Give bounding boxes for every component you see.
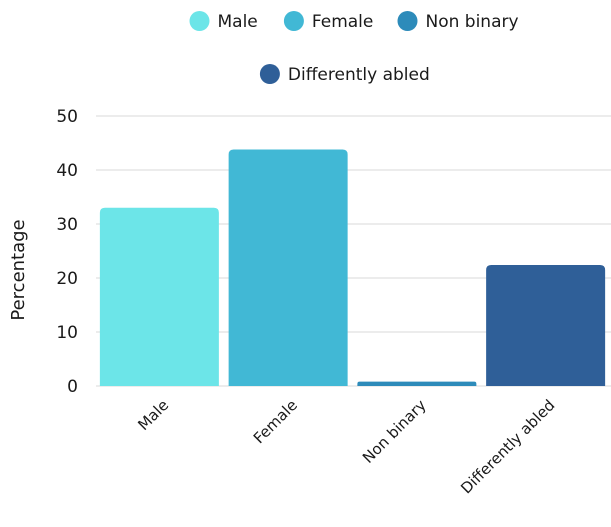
legend-swatch	[283, 11, 304, 31]
y-axis-ticks: 0 10 20 30 40 50	[56, 107, 78, 397]
y-tick-label: 30	[56, 215, 78, 235]
x-label-male: Male	[134, 396, 172, 434]
x-label-non-binary: Non binary	[359, 396, 430, 467]
legend-label: Non binary	[426, 12, 519, 32]
x-label-female: Female	[250, 396, 301, 447]
legend-item-non-binary: Non binary	[397, 11, 519, 32]
bar-differently-abled	[486, 265, 606, 386]
bar-female	[228, 149, 348, 386]
legend-item-differently-abled: Differently abled	[259, 64, 430, 85]
y-tick-label: 10	[56, 323, 78, 343]
x-label-differently-abled: Differently abled	[457, 396, 558, 497]
y-tick-label: 50	[56, 107, 78, 127]
bar-non-binary	[357, 381, 477, 386]
chart-bars	[99, 149, 606, 386]
legend-label: Male	[218, 12, 258, 32]
y-tick-label: 0	[67, 377, 78, 397]
y-axis-title: Percentage	[8, 219, 29, 320]
x-axis-labels: Male Female Non binary Differently abled	[134, 396, 558, 497]
legend-label: Female	[312, 12, 373, 32]
legend-swatch	[189, 11, 210, 31]
legend-label: Differently abled	[288, 65, 430, 85]
bar-male	[99, 207, 219, 386]
y-tick-label: 40	[56, 161, 78, 181]
legend-swatch	[259, 64, 280, 84]
legend-item-male: Male	[189, 11, 258, 32]
legend-swatch	[397, 11, 418, 31]
chart-legend: Male Female Non binary Differently abled	[189, 11, 519, 85]
y-tick-label: 20	[56, 269, 78, 289]
legend-item-female: Female	[283, 11, 373, 32]
